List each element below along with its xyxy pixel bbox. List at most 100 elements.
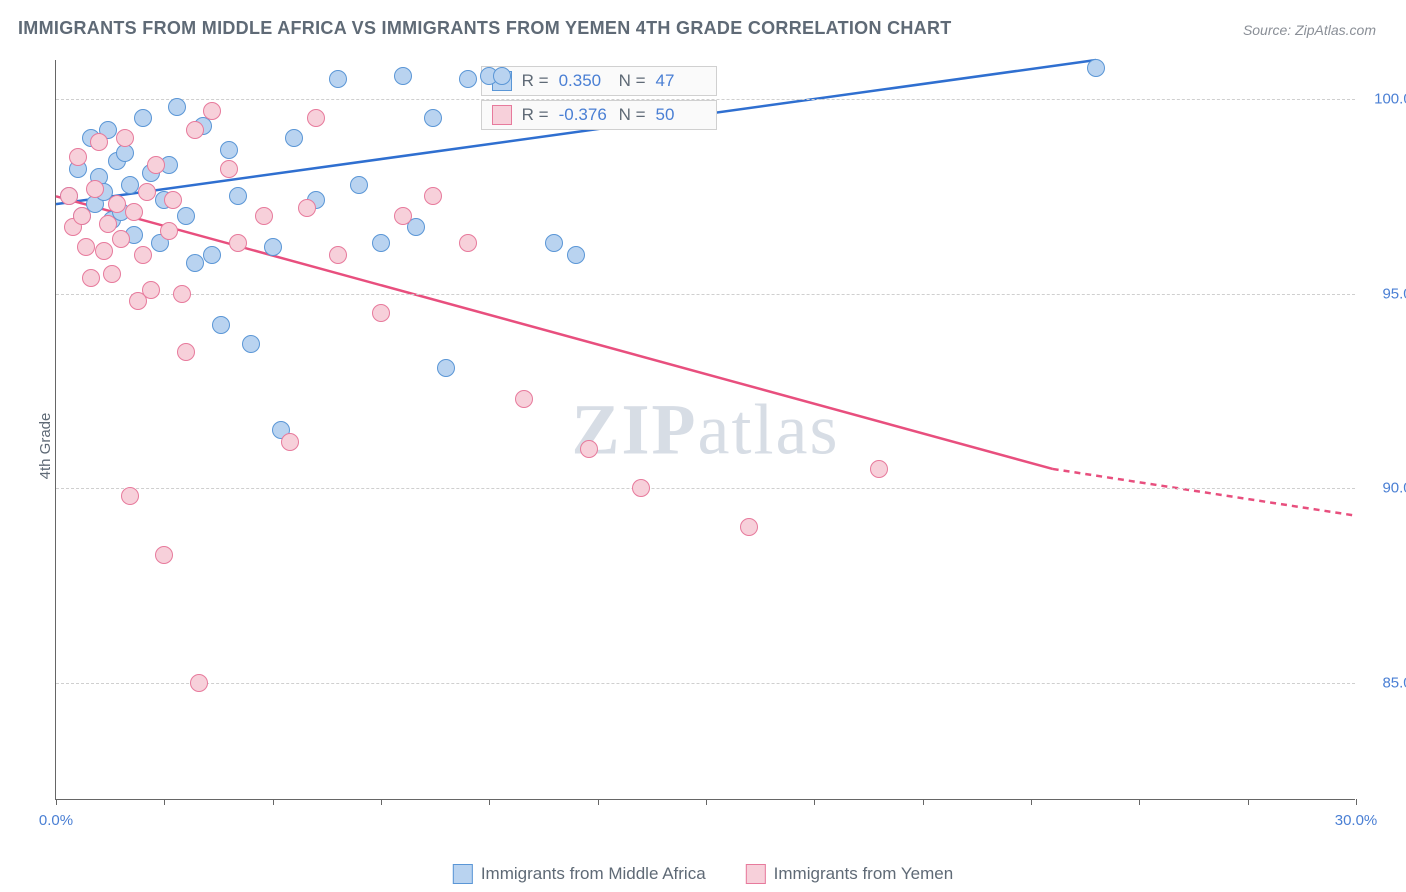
source-label: Source: ZipAtlas.com (1243, 22, 1376, 38)
data-point (142, 281, 160, 299)
data-point (73, 207, 91, 225)
data-point (459, 234, 477, 252)
trend-lines (56, 60, 1355, 799)
data-point (203, 102, 221, 120)
data-point (870, 460, 888, 478)
stats-legend-series-2: R =-0.376 N =50 (481, 100, 717, 130)
r-value-2: -0.376 (559, 105, 609, 125)
y-tick-label: 90.0% (1365, 480, 1406, 497)
data-point (60, 187, 78, 205)
data-point (424, 109, 442, 127)
data-point (155, 546, 173, 564)
x-tick (164, 799, 165, 805)
data-point (307, 109, 325, 127)
y-tick-label: 85.0% (1365, 675, 1406, 692)
data-point (134, 109, 152, 127)
data-point (740, 518, 758, 536)
data-point (186, 121, 204, 139)
data-point (372, 304, 390, 322)
x-tick (1356, 799, 1357, 805)
data-point (372, 234, 390, 252)
x-tick (489, 799, 490, 805)
x-tick-label: 0.0% (39, 812, 73, 829)
data-point (173, 285, 191, 303)
data-point (112, 230, 130, 248)
data-point (77, 238, 95, 256)
gridline (56, 99, 1355, 100)
data-point (329, 70, 347, 88)
x-tick (598, 799, 599, 805)
x-tick (923, 799, 924, 805)
gridline (56, 488, 1355, 489)
y-axis-label: 4th Grade (37, 413, 54, 480)
data-point (168, 98, 186, 116)
data-point (580, 440, 598, 458)
legend-item-1: Immigrants from Middle Africa (453, 864, 706, 884)
data-point (285, 129, 303, 147)
x-tick (706, 799, 707, 805)
data-point (125, 203, 143, 221)
legend-swatch-icon (453, 864, 473, 884)
data-point (229, 187, 247, 205)
stats-legend-series-1: R =0.350 N =47 (481, 66, 717, 96)
data-point (116, 144, 134, 162)
x-tick (273, 799, 274, 805)
data-point (264, 238, 282, 256)
data-point (298, 199, 316, 217)
data-point (329, 246, 347, 264)
data-point (515, 390, 533, 408)
data-point (134, 246, 152, 264)
legend-swatch-icon (492, 105, 512, 125)
data-point (437, 359, 455, 377)
data-point (212, 316, 230, 334)
data-point (164, 191, 182, 209)
legend-label-2: Immigrants from Yemen (774, 864, 954, 884)
legend-label-1: Immigrants from Middle Africa (481, 864, 706, 884)
x-tick (1139, 799, 1140, 805)
data-point (108, 195, 126, 213)
chart-title: IMMIGRANTS FROM MIDDLE AFRICA VS IMMIGRA… (18, 18, 952, 39)
r-value-1: 0.350 (559, 71, 609, 91)
y-tick-label: 95.0% (1365, 285, 1406, 302)
data-point (493, 67, 511, 85)
data-point (138, 183, 156, 201)
data-point (567, 246, 585, 264)
data-point (103, 265, 121, 283)
data-point (177, 207, 195, 225)
data-point (121, 176, 139, 194)
data-point (424, 187, 442, 205)
gridline (56, 683, 1355, 684)
data-point (116, 129, 134, 147)
data-point (459, 70, 477, 88)
y-tick-label: 100.0% (1365, 90, 1406, 107)
data-point (69, 148, 87, 166)
data-point (255, 207, 273, 225)
bottom-legend: Immigrants from Middle Africa Immigrants… (453, 864, 953, 884)
data-point (190, 674, 208, 692)
data-point (82, 269, 100, 287)
data-point (229, 234, 247, 252)
x-tick (1031, 799, 1032, 805)
data-point (242, 335, 260, 353)
x-tick (1248, 799, 1249, 805)
x-tick-label: 30.0% (1335, 812, 1378, 829)
data-point (95, 242, 113, 260)
data-point (121, 487, 139, 505)
n-value-1: 47 (656, 71, 706, 91)
data-point (147, 156, 165, 174)
data-point (632, 479, 650, 497)
data-point (86, 180, 104, 198)
data-point (99, 215, 117, 233)
data-point (545, 234, 563, 252)
data-point (350, 176, 368, 194)
data-point (220, 160, 238, 178)
data-point (203, 246, 221, 264)
legend-item-2: Immigrants from Yemen (746, 864, 954, 884)
data-point (186, 254, 204, 272)
data-point (160, 222, 178, 240)
gridline (56, 294, 1355, 295)
x-tick (381, 799, 382, 805)
plot-area: ZIPatlas R =0.350 N =47 R =-0.376 N =50 … (55, 60, 1355, 800)
data-point (394, 67, 412, 85)
data-point (281, 433, 299, 451)
